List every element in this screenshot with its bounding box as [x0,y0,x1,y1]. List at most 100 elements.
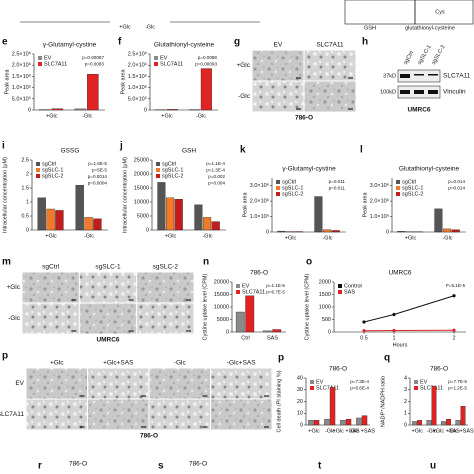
panel-letter: n [203,257,209,268]
row-label: -Glc [238,93,251,100]
p-value: p=0.014 [448,186,465,191]
bar [397,231,406,233]
panel-letter: r [38,461,42,472]
y-tick-label: 2.0×10⁶ [12,62,31,69]
top-text: +Glc [119,24,131,30]
panel-letter: p [2,351,8,362]
legend-swatch [154,56,158,60]
y-tick-label: 3.0×10⁶ [250,182,269,189]
x-tick-label: -Glc [202,233,212,239]
bar [313,420,320,426]
band [400,74,410,78]
y-tick-label: 5000 [217,317,229,323]
p-value: p=0.002 [208,174,225,179]
bar [194,204,203,231]
micrograph [149,399,210,430]
x-tick-label: -Glc [196,113,206,119]
y-tick-label: 30 [297,387,303,393]
p-value: p=0.00087 [82,55,104,60]
panel-letter: h [362,37,368,48]
point [452,294,456,298]
bar [426,420,432,426]
bar [245,295,255,333]
blot-strip [397,69,441,83]
chart-title: 786-O [250,270,268,277]
chart-title: 786-O [430,366,448,373]
panel-letter: q [384,353,390,364]
y-tick-label: 1000 [319,304,331,310]
p-value: p=5E-5 [92,168,107,173]
y-tick-label: 1.5 [21,185,29,191]
legend-label: sgCtrl [162,161,176,167]
y-axis-label: Cystine uptake level (CPM) [304,274,310,341]
legend-label: SAS [344,289,355,295]
x-tick-label: +Glc +SAS [332,428,360,434]
micrograph [304,81,356,112]
y-axis-label: NADP⁺/NADPH ratio [379,376,386,427]
bar [431,386,437,426]
column-label: +Glc+SAS [103,360,134,367]
line [363,329,455,332]
legend-swatch [414,386,418,390]
x-tick-label: +Glc [285,235,297,241]
bar [262,330,272,333]
legend-label: sgCtrl [282,179,296,185]
legend-swatch [154,62,158,66]
y-tick-label: 1 [404,411,407,417]
x-tick-label: +Glc [161,113,173,119]
legend-label: sgSLC-1 [282,185,303,191]
legend-label: sgSLC-2 [42,173,63,179]
p-value: p=1.1E-4 [206,161,225,166]
bar [340,420,346,426]
p-value: p=0.011 [329,186,346,191]
point [392,312,396,317]
bar [361,415,368,426]
y-tick-label: 4 [404,375,407,381]
legend-label: sgSLC-1 [402,185,423,191]
p-value: p=1.6E-5 [88,161,107,166]
micrograph [211,368,272,399]
protein-label: Vinculin [443,89,466,96]
bar [46,208,55,231]
y-tick-label: 10000 [134,199,149,205]
panel-letter: e [2,37,8,48]
chart-title: γ-Glutamyl-cystine [282,166,336,173]
bar [417,420,422,426]
legend-label: sgCtrl [42,161,56,167]
bar [235,311,245,333]
legend-label: Control [344,283,362,289]
x-tick-label: 2 [452,335,455,341]
x-tick-label: +Glc [308,428,320,434]
bar [166,197,175,231]
x-tick-label: Ctrl [241,335,250,341]
bar [75,185,84,231]
panel-letter: m [2,257,11,268]
micrograph [22,303,79,334]
y-tick-label: 1.5×10⁶ [12,73,31,80]
bar [314,196,323,233]
x-tick-label: -Glc [427,428,437,434]
y-tick-label: 3.0×10⁶ [370,182,389,189]
y-tick-label: 0 [28,107,31,113]
x-tick-label: +Glc [45,233,57,239]
top-text: GSH [364,25,376,31]
legend-label: EV [242,283,250,289]
band [428,74,438,76]
x-tick-label: 1 [392,335,395,341]
y-tick-label: 25000 [134,157,149,163]
legend-swatch [36,168,40,172]
legend-swatch [236,290,240,294]
micrograph [26,368,87,399]
bar [323,229,332,233]
x-tick-label: +Glc +SAS [433,428,461,434]
band [400,90,410,94]
column-label: sgSLC-2 [153,264,179,271]
y-tick-label: 20000 [214,279,229,285]
column-label: -Glc+SAS [227,360,256,367]
legend-label: SLC7A11 [420,385,443,391]
micrograph [79,303,137,334]
bar [166,109,178,111]
p-value: p=1.1E-5 [266,283,285,288]
micrograph [137,272,194,303]
x-tick-label: -Glc [442,235,452,241]
